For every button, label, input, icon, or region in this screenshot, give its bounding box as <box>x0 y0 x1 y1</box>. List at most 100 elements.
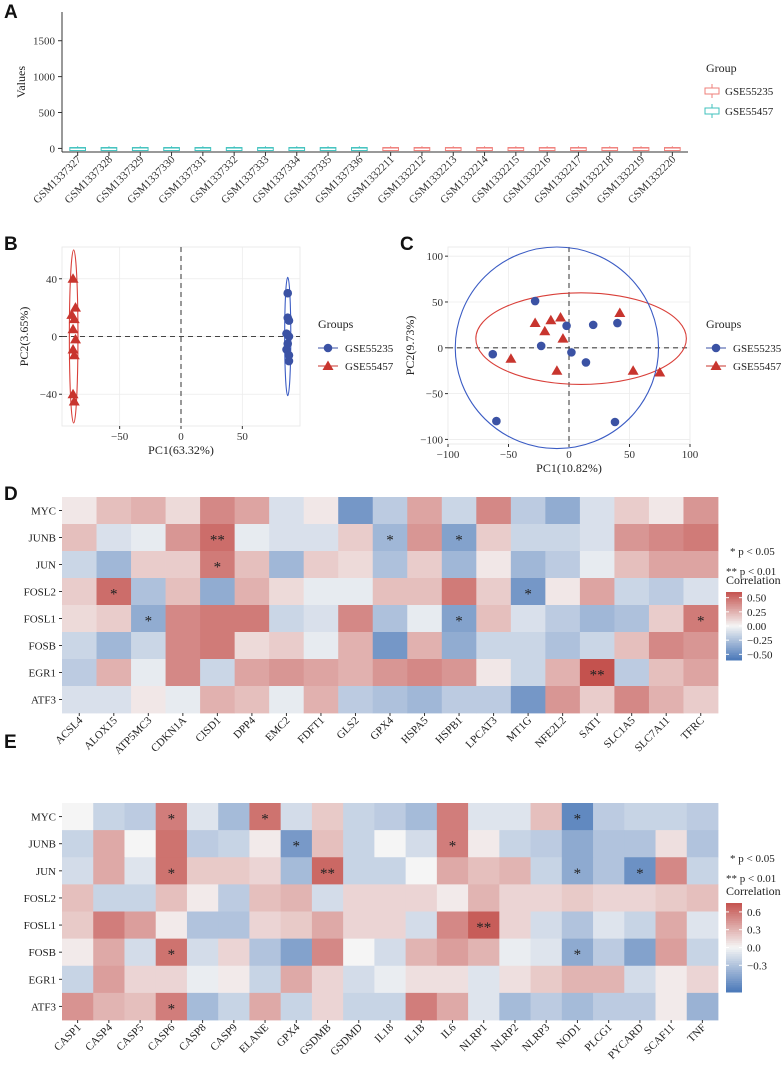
row-label: MYC <box>31 506 56 518</box>
colorbar-segment <box>726 927 742 931</box>
heatmap-cell <box>269 605 305 633</box>
heatmap-cell <box>303 659 339 687</box>
heatmap-cell <box>530 911 563 940</box>
heatmap-cell <box>545 686 581 714</box>
legend-label: GSE55235 <box>725 86 774 98</box>
colorbar-segment <box>726 629 742 632</box>
colorbar-segment <box>726 916 742 920</box>
row-label: JUN <box>36 560 56 572</box>
heatmap-cell <box>269 686 305 714</box>
heatmap-cell <box>624 992 656 1021</box>
heatmap-cell <box>338 659 374 687</box>
heatmap-cell <box>407 605 443 633</box>
heatmap-cell <box>200 632 236 660</box>
plot-area <box>62 12 688 152</box>
colorbar-segment <box>726 960 742 964</box>
heatmap-cell <box>269 551 305 579</box>
heatmap-cell <box>648 524 684 552</box>
heatmap-cell <box>280 938 313 967</box>
significance-star: ** <box>320 866 335 882</box>
colorbar-segment <box>726 639 742 642</box>
heatmap-cell <box>186 992 219 1021</box>
heatmap-cell <box>476 659 512 687</box>
heatmap-cell <box>499 830 531 858</box>
col-label: ELANE <box>237 1021 271 1055</box>
heatmap-cell <box>686 938 719 967</box>
heatmap-cell <box>441 686 477 714</box>
heatmap-cell <box>561 992 594 1021</box>
y-tick-label: 0 <box>50 143 56 155</box>
heatmap-cell <box>407 524 443 552</box>
y-tick-label: 1000 <box>33 72 56 84</box>
row-label: ATF3 <box>31 695 57 707</box>
colorbar-segment <box>726 958 742 962</box>
significance-star: * <box>110 587 118 603</box>
colorbar-segment <box>726 929 742 933</box>
heatmap-cell <box>405 857 438 885</box>
heatmap-cell <box>374 803 407 831</box>
significance-star: * <box>168 812 176 828</box>
heatmap-cell <box>441 524 477 552</box>
data-point-circle <box>613 318 622 328</box>
heatmap-cell <box>186 911 219 940</box>
data-point-triangle <box>627 365 639 375</box>
colorbar-segment <box>726 627 742 630</box>
heatmap-cell <box>343 803 375 831</box>
heatmap-cell <box>234 551 270 579</box>
colorbar-segment <box>726 989 742 993</box>
heatmap-cell <box>436 911 469 940</box>
heatmap-cell <box>561 911 594 940</box>
heatmap-cell <box>499 911 531 940</box>
heatmap-cell <box>165 659 201 687</box>
heatmap-cell <box>218 965 250 994</box>
heatmap-cell <box>311 830 344 858</box>
box-body <box>413 147 431 152</box>
legend-triangle-marker <box>710 360 722 370</box>
col-label: HSPA5 <box>399 714 431 746</box>
panel-c-pca: −100 −50 0 50 100 −100 −50 0 50 100 PC1(10.82%) PC2… <box>403 246 782 475</box>
colorbar-segment <box>726 909 742 913</box>
colorbar-segment <box>726 983 742 986</box>
row-label: EGR1 <box>29 668 57 680</box>
heatmap-cell <box>155 857 188 885</box>
heatmap-cell <box>62 578 97 606</box>
heatmap-cell <box>303 686 339 714</box>
box-body <box>664 147 681 152</box>
heatmap-cell <box>249 830 282 858</box>
legend-label: GSE55235 <box>733 343 782 355</box>
box-body <box>131 147 149 152</box>
heatmap-cell <box>683 659 719 687</box>
significance-star: * <box>524 587 532 603</box>
heatmap-cell <box>165 578 201 606</box>
row-label: FOSL2 <box>24 587 56 599</box>
data-point-triangle <box>557 333 569 343</box>
sig-legend: ** p < 0.01 <box>726 873 776 885</box>
row-label: ATF3 <box>31 1001 57 1013</box>
heatmap-cell <box>186 830 219 858</box>
row-label: EGR1 <box>29 974 57 986</box>
row-label: FOSB <box>28 947 56 959</box>
heatmap-cell <box>343 857 375 885</box>
heatmap-cell <box>441 551 477 579</box>
colorbar-tick-label: −0.50 <box>747 649 773 661</box>
colorbar-segment <box>726 974 742 977</box>
heatmap-cell <box>407 659 443 687</box>
heatmap-cell <box>218 857 250 885</box>
heatmap-cell <box>468 992 500 1021</box>
x-tick-label: 100 <box>682 449 699 461</box>
colorbar-segment <box>726 637 742 641</box>
heatmap-cell <box>593 830 625 858</box>
heatmap-cell <box>476 632 512 660</box>
colorbar-segment <box>726 940 742 944</box>
box-body <box>225 147 243 152</box>
y-axis-label: Values <box>14 66 28 98</box>
col-label: GPX4 <box>274 1021 302 1049</box>
col-label: NLRP3 <box>520 1021 553 1054</box>
heatmap-cell <box>686 965 719 994</box>
y-axis-label: PC2(9.73%) <box>403 316 417 376</box>
panel-label-d: D <box>4 484 18 505</box>
colorbar-segment <box>726 643 742 646</box>
data-point-triangle <box>67 273 79 283</box>
heatmap-cell <box>561 884 594 912</box>
heatmap-cell <box>476 497 512 525</box>
